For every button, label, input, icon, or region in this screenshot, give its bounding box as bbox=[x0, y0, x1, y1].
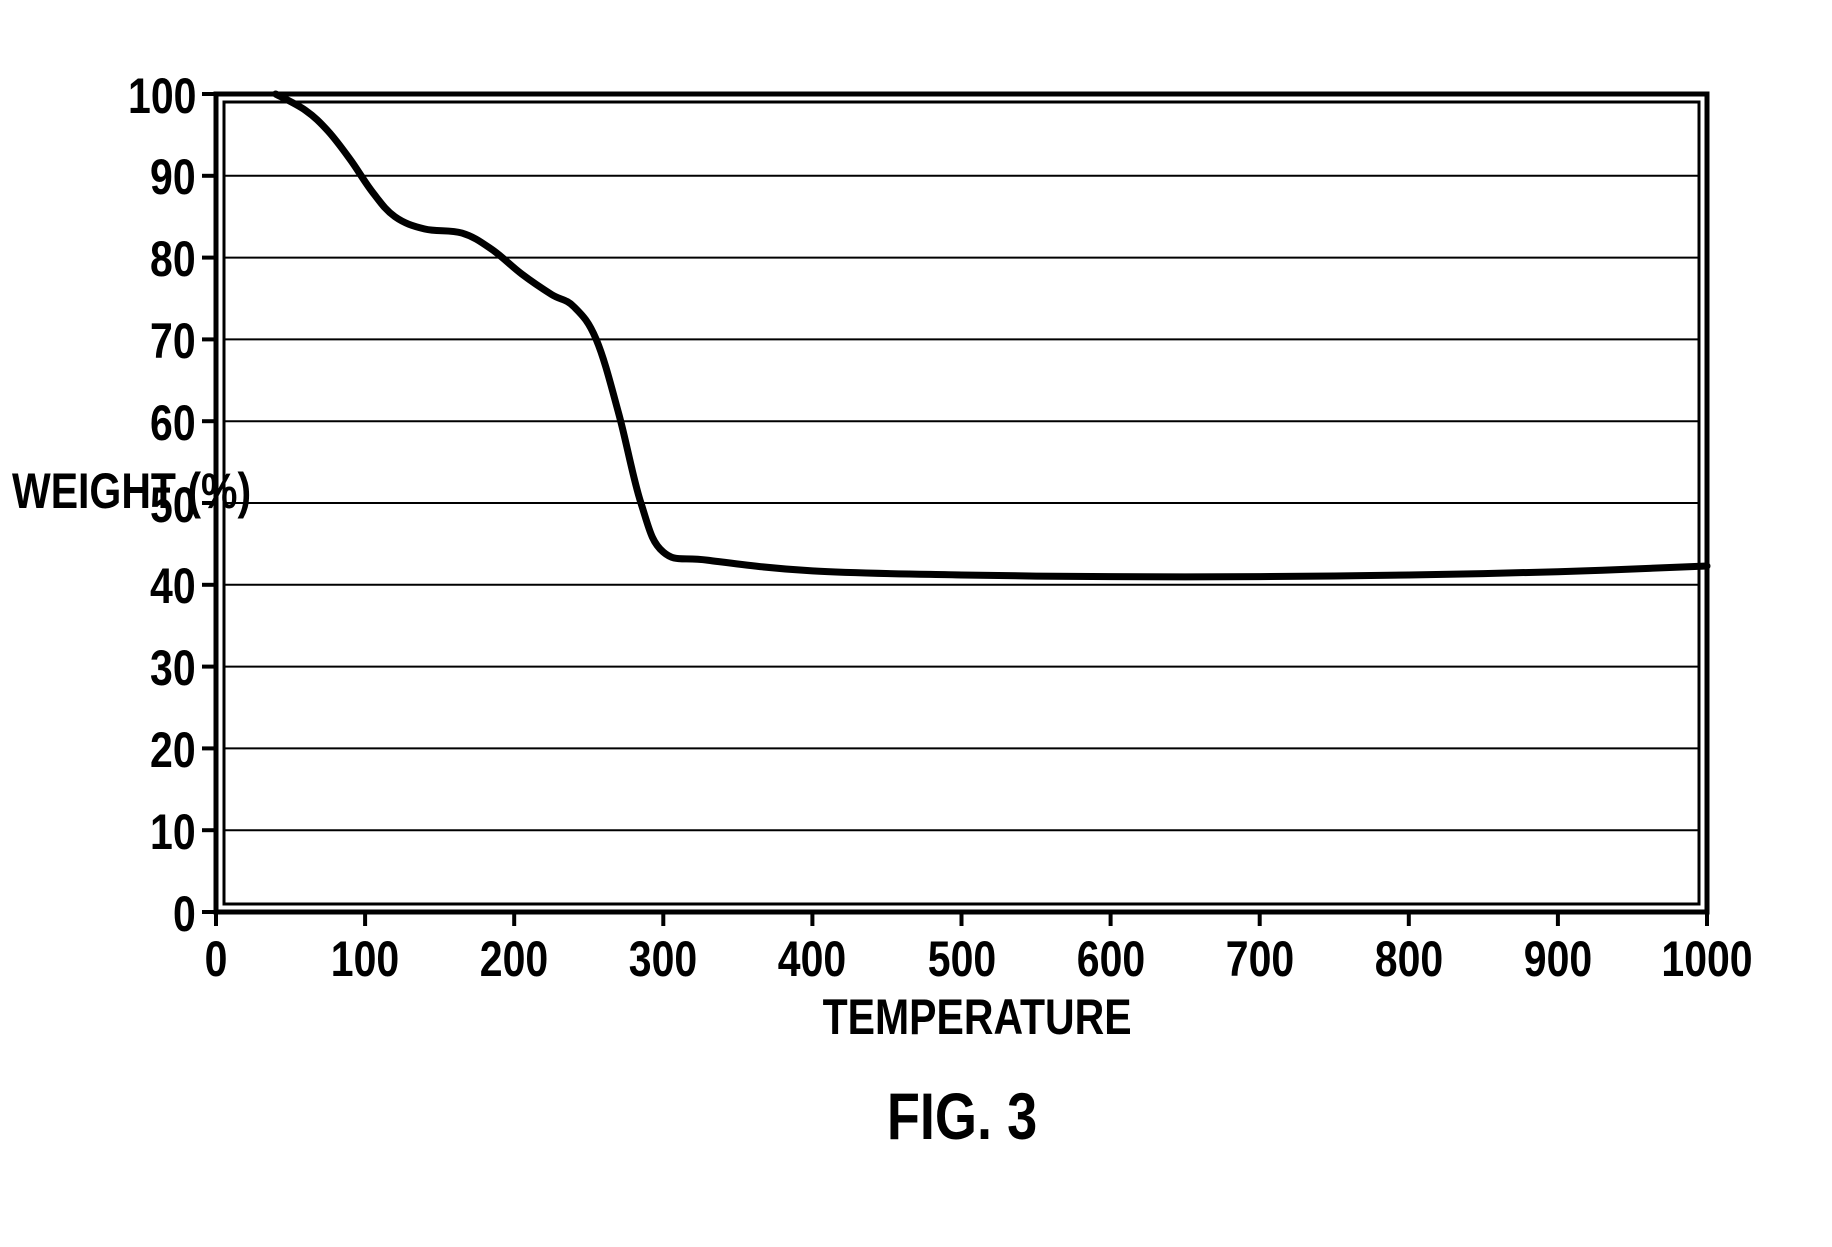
x-tick-label: 100 bbox=[316, 930, 414, 988]
x-tick-label: 1000 bbox=[1658, 930, 1756, 988]
y-axis-label: WEIGHT (%) bbox=[12, 462, 251, 520]
x-tick-label: 0 bbox=[167, 930, 265, 988]
y-tick-label: 80 bbox=[150, 230, 196, 288]
figure-caption: FIG. 3 bbox=[863, 1078, 1060, 1154]
y-tick-label: 60 bbox=[150, 394, 196, 452]
y-tick-label: 50 bbox=[150, 476, 196, 534]
x-tick-label: 200 bbox=[465, 930, 563, 988]
x-tick-label: 400 bbox=[763, 930, 861, 988]
y-tick-label: 40 bbox=[150, 557, 196, 615]
x-tick-label: 800 bbox=[1360, 930, 1458, 988]
x-tick-label: 900 bbox=[1509, 930, 1607, 988]
x-tick-label: 500 bbox=[912, 930, 1010, 988]
y-tick-label: 100 bbox=[128, 67, 196, 125]
x-tick-label: 300 bbox=[614, 930, 712, 988]
x-tick-label: 700 bbox=[1210, 930, 1308, 988]
x-tick-label: 600 bbox=[1061, 930, 1159, 988]
y-tick-label: 30 bbox=[150, 639, 196, 697]
y-tick-label: 70 bbox=[150, 312, 196, 370]
y-tick-label: 20 bbox=[150, 721, 196, 779]
y-tick-label: 10 bbox=[150, 803, 196, 861]
x-axis-label: TEMPERATURE bbox=[822, 988, 1101, 1046]
chart-stage: WEIGHT (%) TEMPERATURE FIG. 3 0 10 20 30 40 5… bbox=[0, 0, 1832, 1247]
y-tick-label: 90 bbox=[150, 148, 196, 206]
chart-svg bbox=[0, 0, 1832, 1247]
